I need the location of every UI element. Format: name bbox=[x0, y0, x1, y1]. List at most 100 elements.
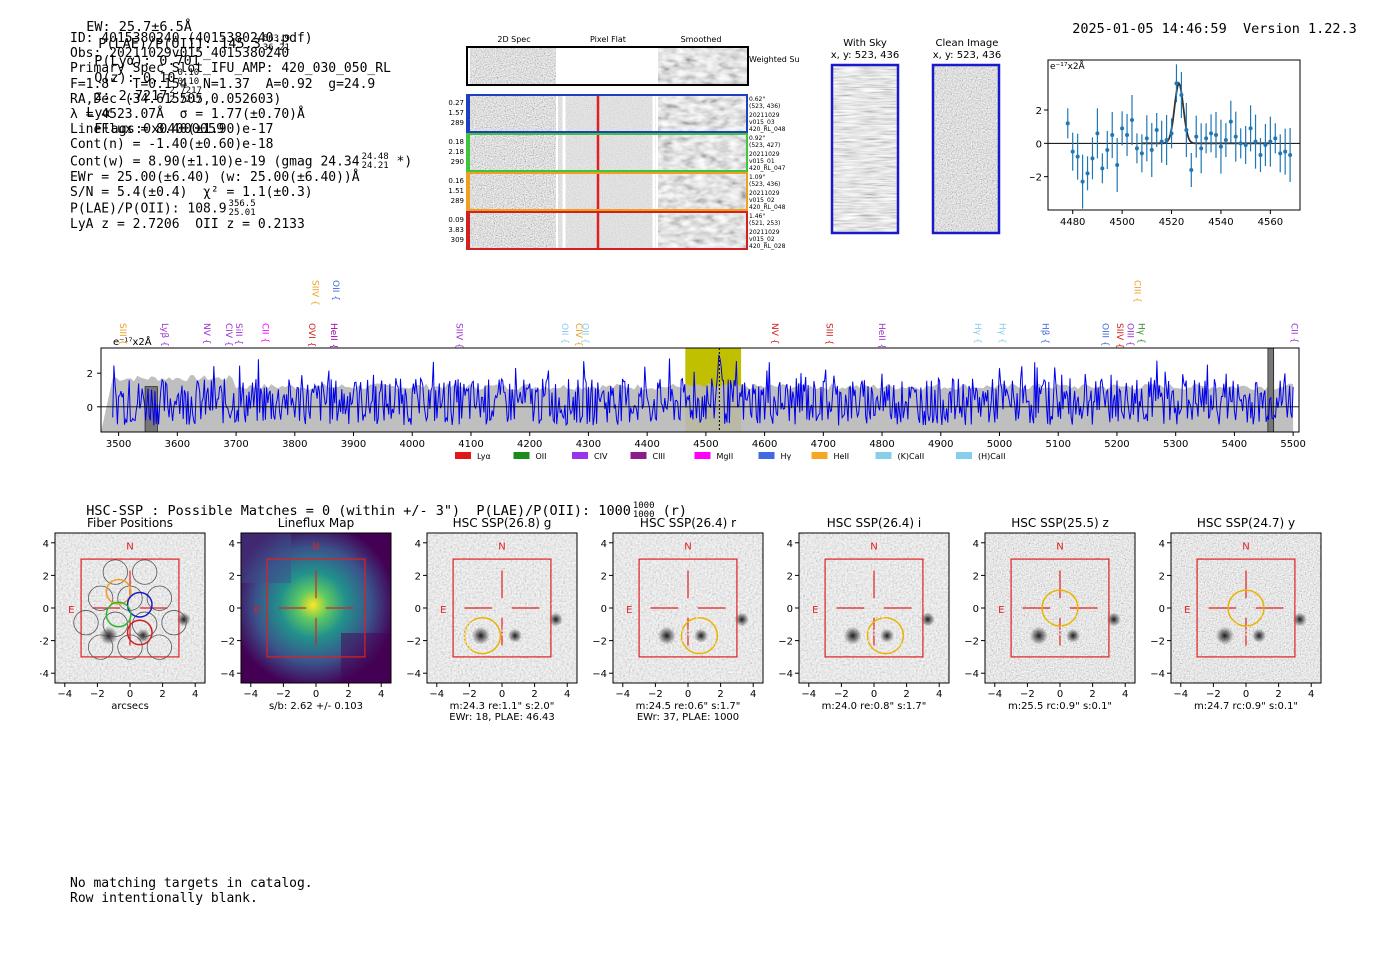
hsc-east: E bbox=[254, 605, 260, 616]
fiber-circle bbox=[102, 611, 128, 637]
hsc-xtick-label: 2 bbox=[345, 689, 351, 700]
with-sky-xy: x, y: 523, 436 bbox=[830, 50, 900, 61]
hsc-source bbox=[508, 628, 523, 643]
zoom-point bbox=[1095, 131, 1100, 136]
spectrum-xtick-label: 5400 bbox=[1222, 439, 1247, 450]
hsc-source bbox=[920, 612, 935, 627]
hsc-source bbox=[471, 626, 490, 645]
hsc-north: N bbox=[870, 541, 877, 552]
hsc-source bbox=[1292, 612, 1307, 627]
hsc-caption: m:24.0 re:0.8" s:1.7" bbox=[822, 701, 927, 712]
fiber-date: 20211029 bbox=[749, 112, 780, 119]
fiber-pixelflat bbox=[558, 212, 656, 249]
fiber-dist: 1.46" bbox=[749, 213, 765, 220]
zoom-point bbox=[1218, 144, 1223, 149]
hsc-ytick-label: 0 bbox=[973, 604, 979, 615]
hsc-source bbox=[99, 626, 118, 645]
spectrum-xtick-label: 5100 bbox=[1045, 439, 1070, 450]
hsc-xtick-label: 0 bbox=[499, 689, 505, 700]
zoom-point bbox=[1090, 156, 1095, 161]
hsc-catalog-circle bbox=[1022, 618, 1056, 653]
legend-label: Lyα bbox=[477, 452, 491, 461]
hsc-source bbox=[880, 628, 895, 643]
hsc-north: N bbox=[684, 541, 691, 552]
hsc-xtick-label: 0 bbox=[313, 689, 319, 700]
zoom-point bbox=[1268, 139, 1273, 144]
zoom-point bbox=[1174, 81, 1179, 86]
hsc-match-circle bbox=[680, 617, 719, 655]
hsc-panel-title: Fiber Positions bbox=[87, 516, 173, 530]
spectrum-xtick-label: 4000 bbox=[400, 439, 425, 450]
col-2dspec: 2D Spec bbox=[497, 35, 530, 44]
legend-label: Hγ bbox=[781, 452, 792, 461]
hsc-panel: Fiber Positions N E −4 −2 0 2 4 4 2 0 −2 −4 arcsecs bbox=[34, 516, 206, 712]
spectrum-xtick-label: 3800 bbox=[282, 439, 307, 450]
hsc-panel: HSC SSP(24.7) y N E −4 −2 0 2 4 4 2 0 −2 −4 m:24.7 rc… bbox=[1150, 516, 1322, 712]
hsc-source bbox=[843, 626, 862, 645]
zoom-point bbox=[1179, 93, 1184, 97]
hsc-image bbox=[613, 533, 763, 683]
zoom-xtick-label: 4520 bbox=[1159, 217, 1184, 228]
info-ewr: EWr = 25.00(±6.40) (w: 25.00(±6.40))Å bbox=[70, 169, 360, 185]
fiber-circle bbox=[102, 559, 128, 585]
hsc-ytick-label: −2 bbox=[778, 637, 793, 648]
hsc-xtick-label: 4 bbox=[1122, 689, 1128, 700]
clean-title: Clean Image bbox=[935, 38, 999, 49]
fiber-xy: (523, 427) bbox=[749, 142, 780, 149]
info-contw-lo: 24.21 bbox=[361, 160, 389, 171]
hsc-xtick-label: −2 bbox=[1206, 689, 1221, 700]
legend-swatch bbox=[572, 452, 588, 459]
fiber-circle bbox=[146, 634, 172, 660]
zoom-point bbox=[1110, 133, 1115, 137]
hsc-ytick-label: −2 bbox=[40, 637, 49, 648]
hsc-ytick-label: −2 bbox=[1150, 637, 1165, 648]
fiber-2dspec bbox=[470, 212, 556, 249]
spectrum-unit-label: e⁻¹⁷x2Å bbox=[113, 335, 152, 348]
hsc-ytick-label: 0 bbox=[601, 604, 607, 615]
hsc-summary-hi: 1000 bbox=[632, 501, 655, 511]
fiber-shot: v015_02 bbox=[749, 197, 775, 204]
spectrum-xtick-label: 3700 bbox=[223, 439, 248, 450]
fiber-weight: 0.27 bbox=[448, 99, 464, 107]
info-plae: P(LAE)/P(OII): 108.9 bbox=[70, 201, 227, 217]
header-ew: EW: 25.7±6.5Å bbox=[86, 19, 192, 35]
fiber-smoothed bbox=[658, 212, 747, 249]
hsc-aperture-box bbox=[824, 558, 924, 658]
fiber-circle bbox=[132, 559, 158, 585]
hsc-image bbox=[427, 533, 577, 683]
fiber-dist: 0.62" bbox=[749, 96, 765, 103]
fiber-row-tab bbox=[467, 173, 470, 210]
hsc-caption: m:24.3 re:1.1" s:2.0" bbox=[450, 701, 555, 712]
hsc-source bbox=[1215, 626, 1234, 645]
zoom-unit-label: e⁻¹⁷x2Å bbox=[1050, 60, 1086, 72]
spectrum-xtick-label: 5500 bbox=[1280, 439, 1305, 450]
spec2d-panel: 2D Spec Pixel Flat Smoothed Weighted Sum… bbox=[440, 32, 808, 257]
spectrum-line-label: OII { bbox=[580, 323, 590, 344]
hsc-match-circle bbox=[1041, 589, 1079, 627]
hsc-ytick-label: 4 bbox=[787, 539, 793, 550]
fiber-ampid: 420_RL_047 bbox=[749, 165, 786, 172]
info-plae-lo: 25.01 bbox=[228, 207, 256, 218]
spectrum-xtick-label: 5000 bbox=[987, 439, 1012, 450]
hsc-image bbox=[1171, 533, 1321, 683]
hsc-panel-title: HSC SSP(26.4) i bbox=[827, 516, 922, 530]
spectrum-line-label: CII { bbox=[1288, 323, 1298, 343]
header-line: Lyα bbox=[86, 105, 111, 121]
spectrum-line-label: OIII { bbox=[1125, 323, 1135, 347]
hsc-xtick-label: −4 bbox=[801, 689, 816, 700]
hsc-aperture-box bbox=[266, 558, 366, 658]
zoom-point bbox=[1080, 179, 1085, 184]
hsc-panel-title: HSC SSP(26.8) g bbox=[453, 516, 552, 530]
hsc-panel-title: HSC SSP(26.4) r bbox=[640, 516, 736, 530]
legend-swatch bbox=[455, 452, 471, 459]
spectrum-xtick-label: 4700 bbox=[811, 439, 836, 450]
fiber-pixelflat bbox=[558, 173, 656, 210]
legend-swatch bbox=[875, 452, 892, 459]
fiber-dist: 1.09" bbox=[749, 174, 765, 181]
spectrum-line-label: Hγ { bbox=[1136, 323, 1146, 344]
hsc-catalog-circle bbox=[501, 615, 536, 650]
zoom-point bbox=[1278, 151, 1283, 156]
legend-label: HeII bbox=[834, 452, 850, 461]
fiber-circle-highlight bbox=[105, 601, 132, 628]
fiber-circle-highlight bbox=[126, 619, 153, 646]
